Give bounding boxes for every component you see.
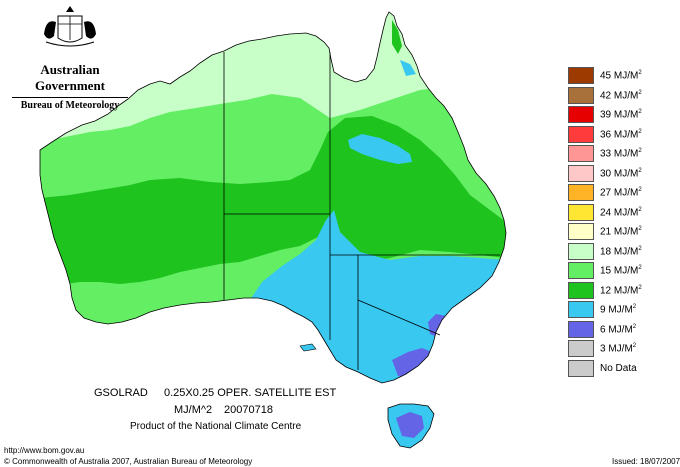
legend-item: No Data xyxy=(568,359,642,379)
legend-label: 15 MJ/M2 xyxy=(600,265,642,277)
legend-item: 15 MJ/M2 xyxy=(568,261,642,281)
legend-swatch xyxy=(568,359,594,377)
legend-swatch xyxy=(568,320,594,338)
legend-item: 30 MJ/M2 xyxy=(568,164,642,184)
legend-item: 24 MJ/M2 xyxy=(568,203,642,223)
legend-swatch xyxy=(568,242,594,260)
legend-swatch xyxy=(568,125,594,143)
legend-swatch xyxy=(568,262,594,280)
legend-swatch xyxy=(568,86,594,104)
legend-swatch xyxy=(568,106,594,124)
legend-label: 12 MJ/M2 xyxy=(600,284,642,296)
org-title: Australian Government xyxy=(34,62,106,93)
legend-item: 3 MJ/M2 xyxy=(568,339,642,359)
org-subtitle: Bureau of Meteorology xyxy=(20,100,120,111)
legend-label: No Data xyxy=(600,362,637,374)
kangaroo-island xyxy=(299,343,317,352)
producer-label: Product of the National Climate Centre xyxy=(130,421,302,432)
legend-item: 33 MJ/M2 xyxy=(568,144,642,164)
legend-swatch xyxy=(568,203,594,221)
agency-header: Australian Government Bureau of Meteorol… xyxy=(6,8,134,111)
legend-label: 18 MJ/M2 xyxy=(600,245,642,257)
issued-date: Issued: 18/07/2007 xyxy=(612,457,680,466)
legend-label: 27 MJ/M2 xyxy=(600,187,642,199)
legend-label: 36 MJ/M2 xyxy=(600,128,642,140)
legend-label: 45 MJ/M2 xyxy=(600,70,642,82)
legend-label: 42 MJ/M2 xyxy=(600,89,642,101)
legend-item: 21 MJ/M2 xyxy=(568,222,642,242)
legend-label: 24 MJ/M2 xyxy=(600,206,642,218)
legend-swatch xyxy=(568,67,594,85)
product-title: 0.25X0.25 OPER. SATELLITE EST xyxy=(164,387,337,399)
legend-label: 33 MJ/M2 xyxy=(600,148,642,160)
legend-label: 21 MJ/M2 xyxy=(600,226,642,238)
legend-item: 9 MJ/M2 xyxy=(568,300,642,320)
legend-item: 45 MJ/M2 xyxy=(568,66,642,86)
copyright-notice: © Commonwealth of Australia 2007, Austra… xyxy=(4,457,253,466)
legend-item: 27 MJ/M2 xyxy=(568,183,642,203)
legend-label: 39 MJ/M2 xyxy=(600,109,642,121)
legend-swatch xyxy=(568,145,594,163)
legend-swatch xyxy=(568,164,594,182)
legend-swatch xyxy=(568,281,594,299)
legend-item: 18 MJ/M2 xyxy=(568,242,642,262)
tasmania xyxy=(387,403,435,449)
source-url: http://www.bom.gov.au xyxy=(4,446,85,455)
coat-of-arms-icon xyxy=(44,6,96,47)
legend-label: 30 MJ/M2 xyxy=(600,167,642,179)
legend-swatch xyxy=(568,301,594,319)
legend-label: 9 MJ/M2 xyxy=(600,304,637,316)
map-date: 20070718 xyxy=(224,404,273,416)
legend-swatch xyxy=(568,184,594,202)
legend-label: 6 MJ/M2 xyxy=(600,323,637,335)
legend-swatch xyxy=(568,223,594,241)
legend-item: 12 MJ/M2 xyxy=(568,281,642,301)
units-label: MJ/M^2 xyxy=(174,404,213,416)
legend-item: 39 MJ/M2 xyxy=(568,105,642,125)
legend-item: 6 MJ/M2 xyxy=(568,320,642,340)
region-9mj-northeast xyxy=(348,134,412,164)
product-code: GSOLRAD xyxy=(94,387,148,399)
legend-swatch xyxy=(568,340,594,358)
legend: 45 MJ/M2 42 MJ/M2 39 MJ/M2 36 MJ/M2 33 MJ/M2… xyxy=(568,66,642,378)
legend-item: 42 MJ/M2 xyxy=(568,86,642,106)
legend-label: 3 MJ/M2 xyxy=(600,343,637,355)
header-divider xyxy=(12,97,128,98)
state-borders xyxy=(223,52,500,370)
legend-item: 36 MJ/M2 xyxy=(568,125,642,145)
region-12mj-central xyxy=(40,116,506,300)
